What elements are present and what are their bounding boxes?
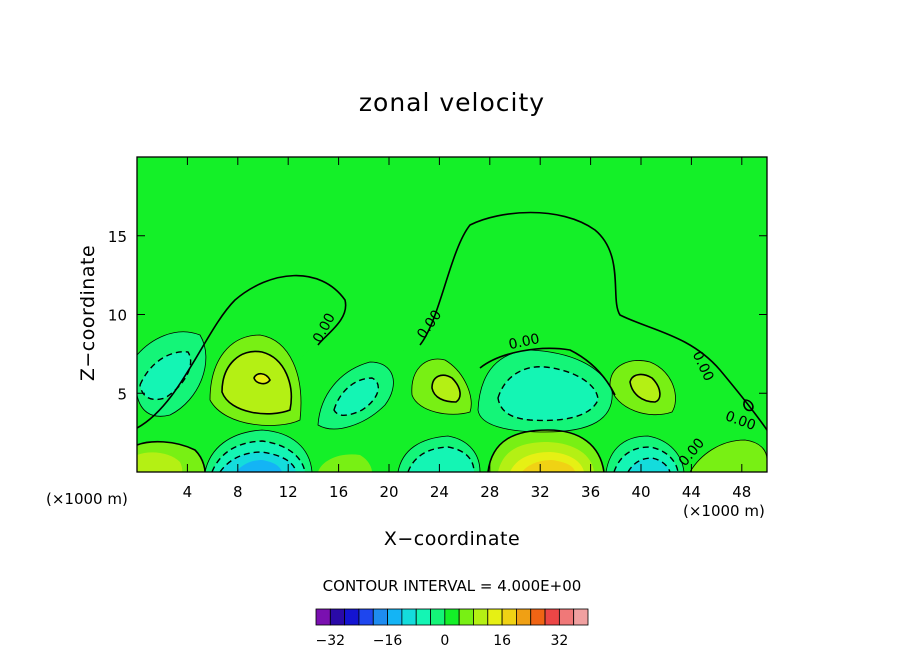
x-unit-left: (×1000 m)	[46, 490, 128, 508]
x-tick-label: 32	[531, 483, 550, 501]
x-tick-label: 40	[631, 483, 650, 501]
colorbar-swatch	[487, 608, 503, 626]
contour-fill-region	[334, 378, 379, 416]
contour-line-solid	[743, 399, 754, 412]
x-tick-label: 36	[581, 483, 600, 501]
chart-title: zonal velocity	[358, 88, 546, 117]
contour-fill-region	[137, 452, 183, 472]
contour-line-thin	[411, 358, 472, 415]
x-tick-label: 28	[480, 483, 499, 501]
contour-line-dashed	[211, 440, 306, 472]
contour-line-thin	[209, 334, 302, 426]
colorbar-swatch	[473, 608, 489, 626]
contour-line-thin	[609, 360, 676, 416]
contour-line-solid	[431, 374, 461, 403]
colorbar-swatch	[372, 608, 388, 626]
x-axis-label: X−coordinate	[383, 528, 521, 550]
contour-fill-region	[522, 460, 575, 472]
y-tick-label: 15	[108, 228, 127, 246]
colorbar-tick-label: −16	[373, 633, 403, 649]
colorbar-swatch	[401, 608, 417, 626]
colorbar-swatch	[558, 608, 575, 626]
contour-fill-region	[432, 375, 461, 402]
colorbar-swatch	[458, 608, 474, 626]
colorbar-swatch	[544, 608, 560, 626]
x-tick-label: 4	[183, 483, 193, 501]
contour-line-thin	[317, 361, 394, 430]
contour-line-solid	[487, 429, 605, 472]
x-unit-right: (×1000 m)	[683, 502, 765, 520]
axis-ticks	[137, 157, 767, 472]
contour-fill-region	[236, 460, 282, 472]
colorbar-tick-label: 0	[440, 633, 449, 649]
y-tick-label: 5	[117, 385, 127, 403]
x-tick-label: 48	[732, 483, 751, 501]
colorbar: −32 −16 0 16 32	[315, 608, 589, 649]
colorbar-tick-label: 32	[550, 633, 568, 649]
contour-line-thin	[605, 435, 685, 472]
colorbar-swatch	[430, 608, 446, 626]
contour-line-solid	[137, 440, 206, 472]
x-tick-label: 12	[279, 483, 298, 501]
colorbar-swatch	[516, 608, 532, 626]
contour-line-dashed	[139, 351, 192, 401]
x-tick-label: 16	[329, 483, 348, 501]
colorbar-swatch	[387, 608, 403, 626]
contour-line-dashed	[407, 446, 475, 472]
contour-line-thin	[204, 429, 313, 472]
colorbar-swatch	[344, 608, 360, 626]
contour-line-dashed	[219, 451, 297, 472]
contour-line-solid	[221, 350, 292, 415]
x-tick-label: 44	[682, 483, 701, 501]
colorbar-swatch	[315, 608, 331, 626]
contour-line-thin	[477, 349, 613, 433]
x-tick-labels: 4 8 12 16 20 24 28 32 36 40 44 48	[183, 483, 752, 501]
y-axis-label: Z−coordinate	[77, 244, 99, 382]
contour-value-label: 0.00	[507, 331, 541, 353]
contour-line-solid	[137, 274, 347, 429]
colorbar-swatch	[573, 608, 589, 626]
x-tick-label: 24	[430, 483, 449, 501]
contour-interval-text: CONTOUR INTERVAL = 4.000E+00	[322, 577, 582, 595]
colorbar-tick-label: 16	[493, 633, 511, 649]
x-tick-label: 8	[233, 483, 243, 501]
contour-fill-region	[690, 440, 767, 472]
x-tick-label: 20	[379, 483, 398, 501]
contour-fill-region	[318, 454, 372, 472]
contour-line-solid	[253, 372, 271, 385]
y-tick-labels: 5 10 15	[108, 228, 127, 404]
colorbar-swatch	[415, 608, 431, 626]
contour-line-solid	[419, 211, 767, 431]
contour-line-thin	[137, 331, 207, 417]
contour-line-thin	[397, 435, 481, 472]
contour-fill-region	[140, 351, 191, 400]
colorbar-swatch	[358, 608, 374, 626]
contour-lines	[137, 211, 767, 472]
contour-fills	[137, 212, 767, 472]
contour-line-dashed	[497, 366, 599, 422]
colorbar-swatch	[501, 608, 517, 626]
contour-line-dashed	[333, 377, 380, 416]
y-tick-label: 10	[108, 307, 127, 325]
colorbar-swatch	[329, 608, 346, 626]
contour-line-dashed	[613, 446, 679, 472]
colorbar-swatch	[530, 608, 546, 626]
contour-line-solid	[629, 373, 661, 403]
contour-line-thin	[689, 439, 767, 472]
contour-fill-region	[498, 366, 598, 421]
colorbar-swatch	[444, 608, 460, 626]
colorbar-tick-label: −32	[316, 633, 346, 649]
